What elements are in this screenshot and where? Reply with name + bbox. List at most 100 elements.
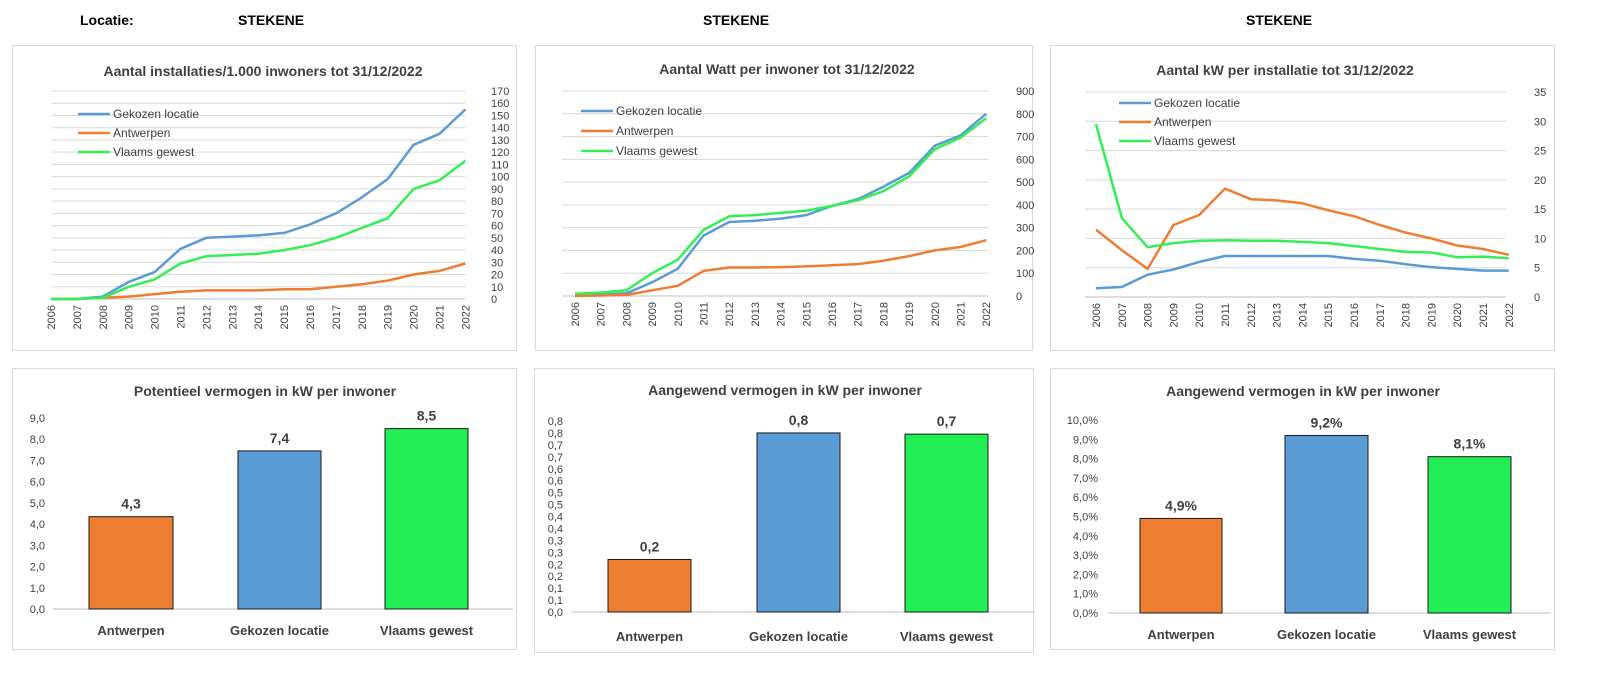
y-tick-label: 80	[491, 196, 503, 208]
data-label: 4,9%	[1165, 497, 1197, 513]
y-tick-label: 5	[1534, 263, 1540, 275]
x-tick-label: 2014	[253, 305, 265, 329]
y-tick-label: 0,1	[548, 583, 563, 595]
y-tick-label: 0,6	[548, 476, 563, 488]
y-tick-label: 10	[1534, 233, 1546, 245]
category-label: Gekozen locatie	[749, 629, 848, 644]
data-label: 0,7	[937, 413, 957, 429]
bar	[904, 433, 989, 613]
y-tick-label: 6,0	[30, 477, 45, 489]
x-tick-label: 2012	[1246, 303, 1258, 327]
y-tick-label: 800	[1016, 109, 1034, 121]
line-chart-kw-svg: Aantal kW per installatie tot 31/12/2022…	[1085, 62, 1546, 327]
y-tick-label: 300	[1016, 223, 1034, 235]
legend-label: Gekozen locatie	[616, 104, 702, 118]
y-tick-label: 0,2	[548, 559, 563, 571]
y-tick-label: 90	[491, 184, 503, 196]
y-tick-label: 8,0%	[1073, 454, 1098, 466]
x-tick-label: 2021	[1478, 303, 1490, 327]
x-tick-label: 2021	[956, 302, 968, 326]
y-tick-label: 40	[491, 245, 503, 257]
bar-chart-aangewend-kw-svg: Aangewend vermogen in kW per inwoner0,00…	[548, 382, 1035, 644]
x-tick-label: 2009	[1168, 303, 1180, 327]
x-tick-label: 2022	[1504, 303, 1516, 327]
category-label: Antwerpen	[616, 629, 683, 644]
x-tick-label: 2006	[1091, 303, 1103, 327]
y-tick-label: 7,0%	[1073, 473, 1098, 485]
x-tick-label: 2009	[124, 305, 136, 329]
bar-chart-aangewend-pct-svg: Aangewend vermogen in kW per inwoner 0,0%…	[1067, 383, 1551, 642]
x-tick-label: 2013	[750, 302, 762, 326]
line-chart-kw-per-installatie: Aantal kW per installatie tot 31/12/2022…	[1050, 45, 1555, 351]
category-label: Vlaams gewest	[900, 629, 994, 644]
chart-title: Aangewend vermogen in kW per inwoner	[1166, 383, 1440, 399]
x-tick-label: 2010	[1194, 303, 1206, 327]
y-tick-label: 0	[491, 294, 497, 306]
category-label: Antwerpen	[1147, 627, 1214, 642]
x-tick-label: 2015	[801, 302, 813, 326]
y-tick-label: 10	[491, 282, 503, 294]
x-tick-label: 2013	[227, 305, 239, 329]
y-tick-label: 3,0	[30, 540, 45, 552]
series-line	[1095, 254, 1509, 290]
y-tick-label: 3,0%	[1073, 550, 1098, 562]
y-tick-label: 200	[1016, 245, 1034, 257]
y-tick-label: 400	[1016, 200, 1034, 212]
y-tick-label: 0,0	[30, 604, 45, 616]
bar-chart-potentieel-svg: Potentieel vermogen in kW per inwoner 0,0…	[30, 383, 513, 638]
x-tick-label: 2015	[279, 305, 291, 329]
y-tick-label: 35	[1534, 87, 1546, 99]
y-tick-label: 4,0%	[1073, 531, 1098, 543]
x-tick-label: 2017	[853, 302, 865, 326]
y-tick-label: 6,0%	[1073, 492, 1098, 504]
data-label: 4,3	[121, 496, 141, 512]
y-tick-label: 9,0	[30, 413, 45, 425]
y-tick-label: 30	[491, 257, 503, 269]
y-tick-label: 2,0	[30, 562, 45, 574]
x-tick-label: 2011	[699, 302, 711, 326]
x-tick-label: 2020	[409, 305, 421, 329]
y-tick-label: 7,0	[30, 455, 45, 467]
x-tick-label: 2008	[621, 302, 633, 326]
legend-label: Antwerpen	[616, 124, 673, 138]
y-tick-label: 30	[1534, 116, 1546, 128]
x-tick-label: 2014	[1297, 303, 1309, 327]
x-tick-label: 2019	[904, 302, 916, 326]
x-tick-label: 2013	[1272, 303, 1284, 327]
legend-label: Antwerpen	[1154, 115, 1211, 129]
bar-chart-aangewend-kw: Aangewend vermogen in kW per inwoner 0,0 0…	[534, 368, 1035, 653]
x-tick-label: 2006	[570, 302, 582, 326]
y-tick-label: 0,1	[548, 595, 563, 607]
y-tick-label: 0,0	[548, 607, 563, 619]
y-tick-label: 110	[491, 159, 509, 171]
line-chart-watt-svg: Aantal Watt per inwoner tot 31/12/2022 0 1…	[562, 61, 1034, 326]
line-chart-watt: Aantal Watt per inwoner tot 31/12/2022 0 1…	[535, 45, 1034, 351]
location-title-right: STEKENE	[1246, 12, 1313, 28]
y-tick-label: 8,0	[30, 434, 45, 446]
x-tick-label: 2006	[46, 305, 58, 329]
x-tick-label: 2010	[673, 302, 685, 326]
category-label: Antwerpen	[97, 623, 164, 638]
x-tick-label: 2010	[150, 305, 162, 329]
y-tick-label: 5,0	[30, 498, 45, 510]
chart-title: Aangewend vermogen in kW per inwoner	[648, 382, 922, 398]
y-tick-label: 1,0%	[1073, 589, 1098, 601]
x-tick-label: 2009	[647, 302, 659, 326]
x-tick-label: 2011	[1220, 303, 1232, 327]
y-tick-label: 0,3	[548, 535, 563, 547]
y-tick-label: 160	[491, 98, 509, 110]
y-tick-label: 0,3	[548, 547, 563, 559]
bar	[1427, 456, 1512, 614]
legend-label: Antwerpen	[113, 126, 170, 140]
chart-title: Potentieel vermogen in kW per inwoner	[134, 383, 397, 399]
x-tick-label: 2012	[201, 305, 213, 329]
y-tick-label: 150	[491, 110, 509, 122]
x-tick-label: 2018	[878, 302, 890, 326]
y-tick-label: 4,0	[30, 519, 45, 531]
x-tick-label: 2020	[1452, 303, 1464, 327]
x-tick-label: 2017	[1375, 303, 1387, 327]
y-tick-label: 120	[491, 147, 509, 159]
x-tick-label: 2015	[1323, 303, 1335, 327]
y-tick-label: 15	[1534, 204, 1546, 216]
y-tick-label: 0,8	[548, 428, 563, 440]
